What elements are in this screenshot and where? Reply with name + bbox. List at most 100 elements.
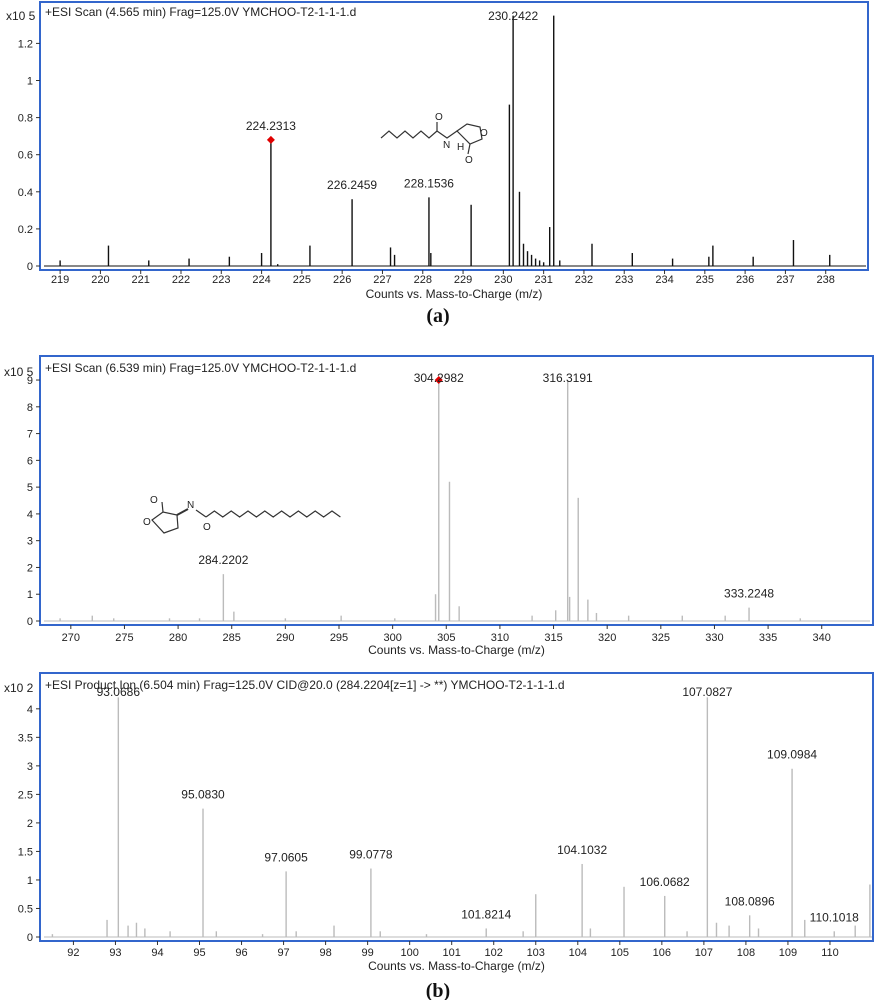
x-tick-label: 315	[544, 632, 562, 644]
peak-annotation: 108.0896	[725, 894, 775, 908]
x-tick-label: 94	[151, 947, 163, 959]
x-tick-label: 300	[383, 632, 401, 644]
x-tick-label: 99	[362, 947, 374, 959]
amide-nitrogen: N	[187, 500, 194, 511]
x-tick-label: 230	[494, 274, 512, 286]
panel-caption: (a)	[426, 305, 449, 327]
peak-annotation: 304.2982	[414, 371, 464, 385]
structure-background	[370, 110, 500, 168]
x-tick-label: 107	[695, 947, 713, 959]
x-tick-label: 233	[615, 274, 633, 286]
x-tick-label: 280	[169, 632, 187, 644]
x-tick-label: 335	[759, 632, 777, 644]
y-tick-label: 1.2	[18, 38, 33, 50]
y-tick-label: 0.5	[18, 903, 33, 915]
peak-annotation: 107.0827	[682, 685, 732, 699]
chemical-structure-2: OO NO	[130, 488, 355, 546]
x-tick-label: 236	[736, 274, 754, 286]
alkyl-chain	[380, 130, 438, 139]
x-tick-label: 106	[653, 947, 671, 959]
ring-carbonyl-oxygen: O	[150, 495, 158, 506]
x-tick-label: 104	[569, 947, 587, 959]
x-tick-label: 235	[696, 274, 714, 286]
x-tick-label: 103	[527, 947, 545, 959]
carbonyl-oxygen: O	[435, 112, 443, 123]
x-tick-label: 223	[212, 274, 230, 286]
carbonyl-oxygen: O	[203, 522, 211, 533]
x-tick-label: 237	[776, 274, 794, 286]
amide-bonds	[436, 130, 458, 139]
y-tick-label: 4	[27, 509, 33, 521]
x-tick-label: 290	[276, 632, 294, 644]
y-tick-label: 3.5	[18, 732, 33, 744]
x-tick-label: 227	[373, 274, 391, 286]
ring-carbonyl-bond	[161, 501, 164, 513]
chart-title: +ESI Scan (6.539 min) Frag=125.0V YMCHOO…	[45, 361, 356, 375]
x-tick-label: 325	[652, 632, 670, 644]
peak-annotation: 99.0778	[349, 848, 393, 862]
y-tick-label: 1.5	[18, 846, 33, 858]
y-tick-label: 0.8	[18, 113, 33, 125]
y-tick-label: 3	[27, 536, 33, 548]
structure-background	[130, 488, 355, 546]
amide-nitrogen: N	[443, 140, 450, 151]
peak-annotation: 97.0605	[264, 850, 308, 864]
x-tick-label: 320	[598, 632, 616, 644]
x-tick-label: 225	[293, 274, 311, 286]
x-tick-label: 285	[223, 632, 241, 644]
peak-annotation: 93.0686	[97, 685, 141, 699]
peak-annotation: 104.1032	[557, 843, 607, 857]
x-tick-label: 220	[91, 274, 109, 286]
spectrum-panel-1: +ESI Scan (4.565 min) Frag=125.0V YMCHOO…	[6, 1, 869, 327]
stereo-bond	[176, 508, 189, 516]
peak-annotation: 95.0830	[181, 788, 225, 802]
x-axis-label: Counts vs. Mass-to-Charge (m/z)	[366, 287, 543, 301]
y-multiplier: x10 5	[6, 9, 36, 23]
x-tick-label: 101	[443, 947, 461, 959]
x-tick-label: 92	[67, 947, 79, 959]
x-tick-label: 96	[235, 947, 247, 959]
x-axis-label: Counts vs. Mass-to-Charge (m/z)	[368, 643, 545, 657]
y-multiplier: x10 5	[4, 365, 34, 379]
ring-carbonyl-oxygen: O	[465, 155, 473, 166]
x-tick-label: 100	[400, 947, 418, 959]
x-tick-label: 105	[611, 947, 629, 959]
amide-bond	[195, 509, 207, 518]
lactone-ring	[151, 511, 179, 534]
peak-annotation: 230.2422	[488, 9, 538, 23]
y-tick-label: 5	[27, 482, 33, 494]
peak-annotation: 224.2313	[246, 119, 296, 133]
ring-oxygen: O	[143, 517, 151, 528]
x-axis-label: Counts vs. Mass-to-Charge (m/z)	[368, 959, 545, 973]
peak-annotation: 284.2202	[198, 553, 248, 567]
x-tick-label: 270	[62, 632, 80, 644]
x-tick-label: 110	[821, 947, 839, 959]
y-tick-label: 4	[27, 704, 33, 716]
amide-hydrogen: H	[457, 142, 464, 153]
x-tick-label: 226	[333, 274, 351, 286]
y-tick-label: 2.5	[18, 789, 33, 801]
y-tick-label: 8	[27, 402, 33, 414]
x-tick-label: 102	[485, 947, 503, 959]
x-tick-label: 305	[437, 632, 455, 644]
x-tick-label: 229	[454, 274, 472, 286]
x-tick-label: 221	[132, 274, 150, 286]
x-tick-label: 109	[779, 947, 797, 959]
x-tick-label: 224	[252, 274, 270, 286]
x-tick-label: 93	[109, 947, 121, 959]
peak-annotation: 110.1018	[810, 910, 859, 924]
x-tick-label: 231	[534, 274, 552, 286]
y-tick-label: 0.2	[18, 224, 33, 236]
x-tick-label: 95	[193, 947, 205, 959]
x-tick-label: 219	[51, 274, 69, 286]
plot-frame	[39, 672, 874, 942]
y-tick-label: 2	[27, 818, 33, 830]
peak-annotation: 101.8214	[461, 907, 511, 921]
peak-annotation: 106.0682	[640, 875, 690, 889]
lactone-ring	[456, 123, 483, 145]
x-tick-label: 310	[491, 632, 509, 644]
y-tick-label: 0.6	[18, 150, 33, 162]
selected-peak-marker	[266, 135, 275, 144]
y-tick-label: 0	[27, 616, 33, 628]
peak-annotation: 109.0984	[767, 748, 817, 762]
